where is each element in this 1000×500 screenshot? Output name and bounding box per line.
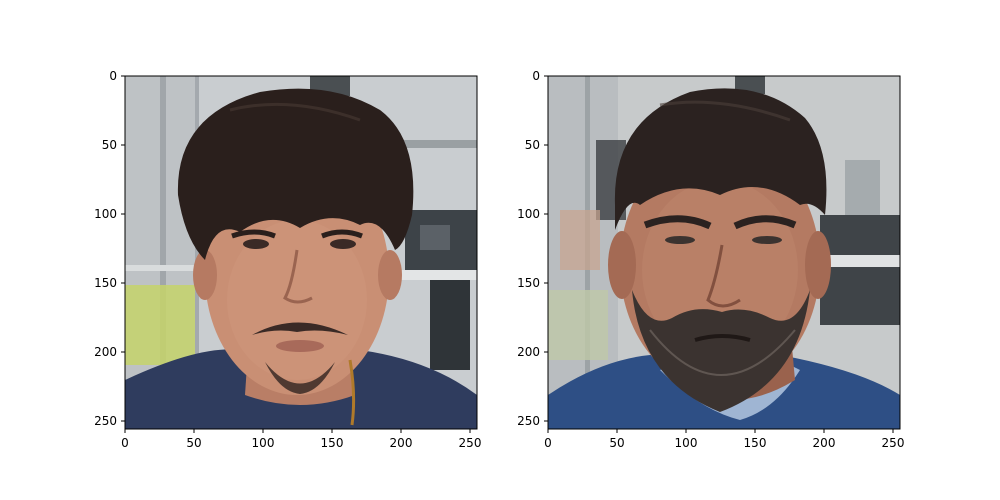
left-x-tick-label: 250 xyxy=(459,436,482,450)
right-x-tick-label: 150 xyxy=(744,436,767,450)
left-y-tick-label: 50 xyxy=(102,138,117,152)
left-x-tick-label: 0 xyxy=(121,436,129,450)
right-x-tick-label: 0 xyxy=(544,436,552,450)
left-x-axis: 0 50 100 150 200 250 xyxy=(121,429,481,450)
left-x-tick-label: 50 xyxy=(186,436,201,450)
right-y-tick-label: 0 xyxy=(532,69,540,83)
left-x-tick-label: 150 xyxy=(321,436,344,450)
left-x-tick-label: 100 xyxy=(252,436,275,450)
right-y-tick-label: 50 xyxy=(525,138,540,152)
left-x-tick-label: 200 xyxy=(390,436,413,450)
left-y-axis: 0 50 100 150 200 250 xyxy=(94,69,125,428)
left-axes-frame xyxy=(124,75,478,430)
left-y-tick-label: 250 xyxy=(94,414,117,428)
right-panel: 0 50 100 150 200 250 0 50 100 150 200 xyxy=(517,69,904,450)
right-x-tick-label: 200 xyxy=(813,436,836,450)
right-x-tick-label: 50 xyxy=(609,436,624,450)
right-photo xyxy=(548,76,900,429)
right-x-tick-label: 250 xyxy=(882,436,905,450)
right-axes-frame xyxy=(547,75,901,430)
left-y-tick-label: 200 xyxy=(94,345,117,359)
right-y-tick-label: 250 xyxy=(517,414,540,428)
right-x-axis: 0 50 100 150 200 250 xyxy=(544,429,904,450)
left-panel: 0 50 100 150 200 250 0 50 100 150 200 xyxy=(94,69,481,450)
right-y-axis: 0 50 100 150 200 250 xyxy=(517,69,548,428)
right-y-tick-label: 150 xyxy=(517,276,540,290)
left-y-tick-label: 150 xyxy=(94,276,117,290)
right-y-tick-label: 100 xyxy=(517,207,540,221)
left-y-tick-label: 100 xyxy=(94,207,117,221)
left-photo xyxy=(125,76,477,429)
right-y-tick-label: 200 xyxy=(517,345,540,359)
left-y-tick-label: 0 xyxy=(109,69,117,83)
right-x-tick-label: 100 xyxy=(675,436,698,450)
